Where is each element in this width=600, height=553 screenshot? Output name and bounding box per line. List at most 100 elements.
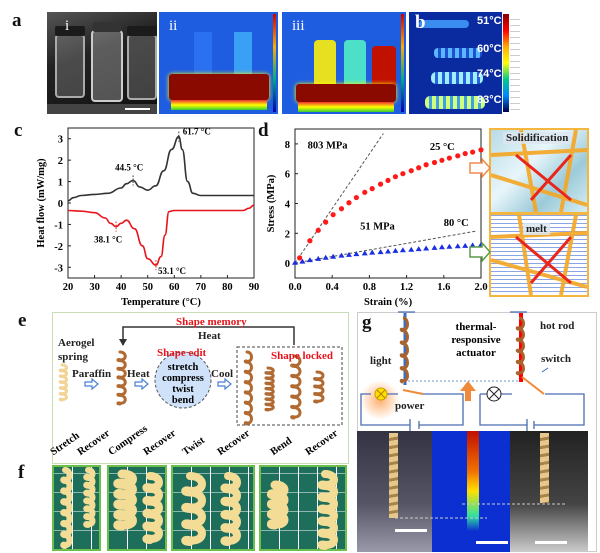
data-point-25c — [478, 147, 484, 153]
spring-photo — [83, 467, 96, 528]
x-tick-label: 0.0 — [288, 282, 301, 293]
spring-photo — [266, 480, 289, 530]
arrow-down-icon — [119, 339, 127, 346]
panel-label-e: e — [18, 310, 27, 331]
data-point-25c — [416, 165, 422, 171]
data-point-25c — [323, 219, 329, 225]
y-tick-label: 0 — [285, 259, 290, 270]
peak-annotation: 53.1 °C — [158, 266, 186, 276]
x-tick-label: 1.2 — [400, 282, 413, 293]
switch-right — [521, 376, 545, 395]
circuit-right — [479, 393, 585, 426]
x-axis-label: Strain (%) — [364, 297, 413, 308]
y-axis-label: Stress (MPa) — [266, 174, 277, 232]
data-point-25c — [307, 238, 313, 244]
data-point-80c — [438, 244, 445, 250]
twisted-spring-icon — [290, 354, 302, 420]
data-point-80c — [392, 247, 399, 253]
shape-locked-box — [236, 346, 343, 426]
series-label-80c: 80 °C — [444, 218, 469, 229]
melt-schematic: melt — [489, 213, 589, 297]
panel-label-g: g — [362, 312, 372, 333]
y-tick-label: -2 — [54, 242, 63, 253]
light-label: light — [370, 355, 392, 367]
cool-label: Cool — [211, 368, 233, 380]
data-point-25c — [369, 186, 375, 192]
vials-photo: i — [47, 12, 157, 114]
actuator-photo-heated — [510, 431, 588, 552]
y-tick-label: 6 — [285, 170, 290, 181]
temp-label: 74°C — [477, 68, 502, 80]
data-point-25c — [446, 155, 452, 161]
data-point-25c — [353, 194, 359, 201]
scale-bar — [476, 541, 508, 544]
x-axis-label: Temperature (°C) — [121, 297, 201, 308]
data-point-25c — [377, 181, 384, 187]
spring-photo — [142, 472, 163, 544]
compressed-spring-icon — [264, 366, 275, 412]
data-point-80c — [446, 243, 453, 249]
x-tick-label: 1.6 — [437, 282, 450, 293]
panel-label-b: b — [415, 12, 426, 33]
data-point-80c — [469, 242, 476, 248]
y-tick-label: 3 — [58, 135, 63, 146]
arrows — [469, 157, 492, 263]
arrow-right-icon — [217, 377, 232, 391]
data-point-25c — [455, 153, 461, 159]
y-tick-label: 1 — [58, 178, 63, 189]
data-point-80c — [306, 257, 313, 263]
fiber-network — [491, 130, 587, 212]
y-axis-label: Heat flow (mW/mg) — [36, 158, 47, 248]
shape-memory-loop — [122, 326, 295, 345]
x-tick-label: 20 — [63, 282, 74, 293]
bent-spring-icon — [313, 370, 325, 404]
data-point-80c — [345, 251, 352, 257]
y-tick-label: -3 — [54, 263, 63, 274]
power-label: power — [395, 400, 425, 412]
arrow-up-icon — [460, 381, 476, 401]
spring-photo — [220, 472, 241, 546]
data-point-25c — [330, 212, 336, 218]
colorbar-ticks — [510, 14, 520, 112]
y-tick-label: 0 — [58, 199, 63, 210]
actuator-photo-light — [357, 431, 432, 552]
data-point-80c — [330, 253, 337, 259]
modulus-label: 803 MPa — [308, 140, 349, 151]
data-point-25c — [392, 174, 399, 180]
data-point-80c — [423, 245, 430, 251]
spring-photo — [181, 472, 206, 546]
shape-locked-label: Shape locked — [271, 350, 334, 362]
thermal-image-ii: ii — [159, 12, 278, 114]
x-tick-label: 2.0 — [474, 282, 487, 293]
temp-label: 51°C — [477, 15, 502, 27]
data-point-25c — [315, 227, 321, 233]
x-tick-label: 80 — [222, 282, 233, 293]
switch-left — [402, 389, 424, 395]
x-tick-label: 0.4 — [326, 282, 340, 293]
op-stretch: stretch — [167, 362, 199, 373]
scale-bar — [125, 108, 150, 110]
heating-curve — [67, 204, 255, 266]
data-point-25c — [297, 255, 303, 261]
hot-rod-label: hot rod — [540, 320, 575, 332]
data-point-80c — [385, 248, 391, 254]
panel-e-box — [52, 312, 349, 464]
sublabel-ii: ii — [169, 18, 178, 34]
data-point-25c — [408, 168, 414, 174]
x-tick-label: 30 — [89, 282, 100, 293]
scale-bar — [535, 541, 567, 544]
data-point-25c — [423, 162, 429, 168]
data-point-80c — [454, 243, 461, 249]
sublabel-i: i — [65, 18, 70, 34]
spring-photo — [60, 467, 73, 549]
colorbar — [273, 14, 276, 112]
data-point-80c — [322, 254, 329, 260]
colorbar — [503, 14, 509, 112]
cooling-curve — [67, 135, 254, 202]
panel-label-c: c — [14, 120, 23, 141]
x-tick-label: 0.8 — [363, 282, 376, 293]
